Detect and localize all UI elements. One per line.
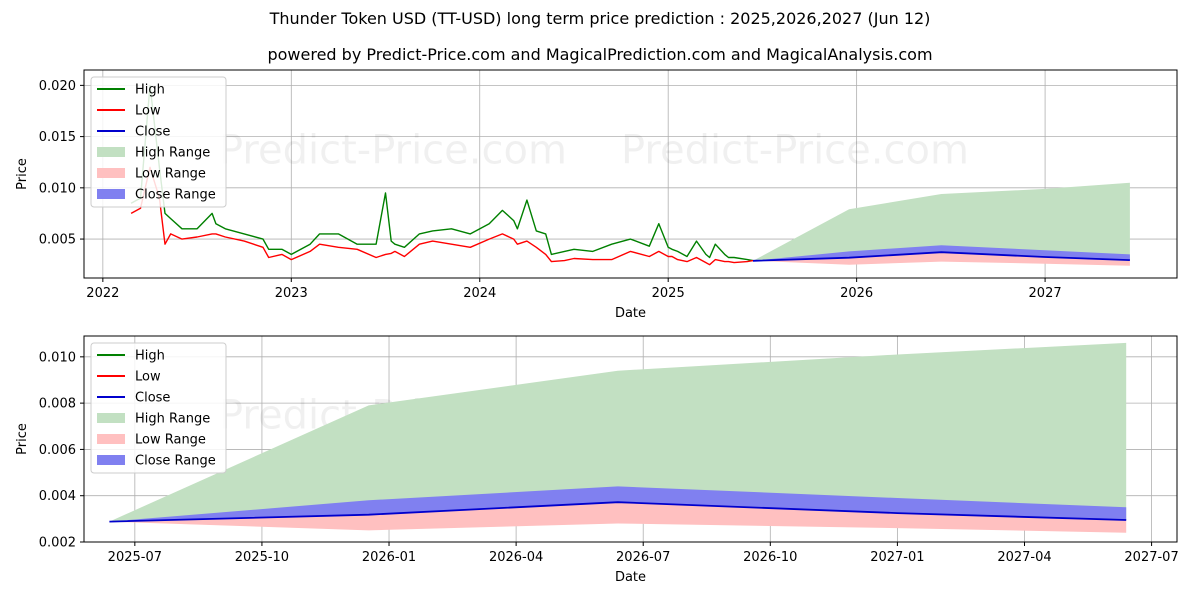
top-y-tick-label: 0.005 [39, 233, 76, 248]
bottom-x-tick-label: 2026-01 [362, 550, 416, 565]
legend-low-label: Low [135, 370, 161, 385]
top-x-tick-label: 2027 [1029, 286, 1062, 301]
bottom-y-tick-label: 0.010 [39, 350, 76, 365]
top-x-axis-label: Date [615, 306, 646, 321]
close-range-band [109, 486, 1127, 522]
legend-close-range-label: Close Range [135, 454, 216, 469]
legend-low-range-label: Low Range [135, 167, 206, 182]
legend-high-label: High [135, 83, 165, 98]
bottom-x-tick-label: 2026-07 [616, 550, 670, 565]
bottom-legend: High Low Close High Range Low Range Close Ran… [90, 342, 227, 474]
legend-high-range-label: High Range [135, 412, 210, 427]
bottom-plot-area [109, 342, 1127, 533]
top-y-tick-label: 0.015 [39, 130, 76, 145]
top-x-tick-label: 2024 [463, 286, 496, 301]
high-range-band [753, 182, 1130, 261]
legend-low-range-swatch [97, 168, 125, 178]
legend-low-range-swatch [97, 434, 125, 444]
high-range-band [109, 342, 1127, 522]
chart-title: Thunder Token USD (TT-USD) long term pri… [269, 9, 931, 28]
bottom-x-axis-label: Date [615, 570, 646, 585]
top-watermark: Predict-Price.com [219, 128, 567, 174]
legend-high-range-swatch [97, 413, 125, 423]
legend-close-range-swatch [97, 455, 125, 465]
bottom-panel: Predict-Price.comPredict-Price.com2025-0… [15, 335, 1179, 585]
bottom-y-tick-label: 0.008 [39, 397, 76, 412]
legend-close-range-label: Close Range [135, 188, 216, 203]
bottom-axes-frame [83, 335, 1178, 543]
close-series-line [109, 501, 1127, 523]
bottom-y-tick-label: 0.004 [39, 489, 76, 504]
bottom-x-tick-label: 2025-10 [235, 550, 289, 565]
low-range-band [109, 502, 1127, 533]
legend-low-label: Low [135, 104, 161, 119]
legend-high-range-swatch [97, 147, 125, 157]
bottom-y-axis-label: Price [15, 423, 30, 455]
bottom-x-tick-label: 2026-04 [489, 550, 543, 565]
top-x-tick-label: 2022 [86, 286, 119, 301]
legend-low-range-label: Low Range [135, 433, 206, 448]
top-x-tick-label: 2026 [840, 286, 873, 301]
bottom-y-tick-label: 0.002 [39, 536, 76, 551]
bottom-x-tick-label: 2027-01 [870, 550, 924, 565]
top-x-tick-label: 2025 [652, 286, 685, 301]
high-series-line [130, 84, 754, 262]
legend-high-range-label: High Range [135, 146, 210, 161]
bottom-x-tick-label: 2026-10 [743, 550, 797, 565]
chart-subtitle: powered by Predict-Price.com and Magical… [267, 45, 933, 64]
close-series-line [752, 251, 1130, 262]
bottom-x-tick-label: 2027-04 [997, 550, 1051, 565]
top-axes-frame [83, 69, 1178, 279]
low-series-line [130, 166, 754, 266]
bottom-x-tick-label: 2027-07 [1124, 550, 1178, 565]
legend-close-label: Close [135, 125, 170, 140]
top-panel: Predict-Price.com Predict-Price.com 2022 20… [15, 69, 1178, 321]
legend-close-range-swatch [97, 189, 125, 199]
top-y-tick-label: 0.020 [39, 79, 76, 94]
legend-close-label: Close [135, 391, 170, 406]
bottom-x-tick-label: 2025-07 [108, 550, 162, 565]
low-range-band [753, 252, 1130, 266]
top-x-tick-label: 2023 [275, 286, 308, 301]
top-y-tick-label: 0.010 [39, 181, 76, 196]
top-plot-area [130, 84, 1130, 266]
top-legend: High Low Close High Range Low Range Close Ran… [90, 76, 227, 208]
top-watermark: Predict-Price.com [621, 128, 969, 174]
bottom-y-tick-label: 0.006 [39, 443, 76, 458]
legend-high-label: High [135, 349, 165, 364]
top-y-axis-label: Price [15, 158, 30, 190]
